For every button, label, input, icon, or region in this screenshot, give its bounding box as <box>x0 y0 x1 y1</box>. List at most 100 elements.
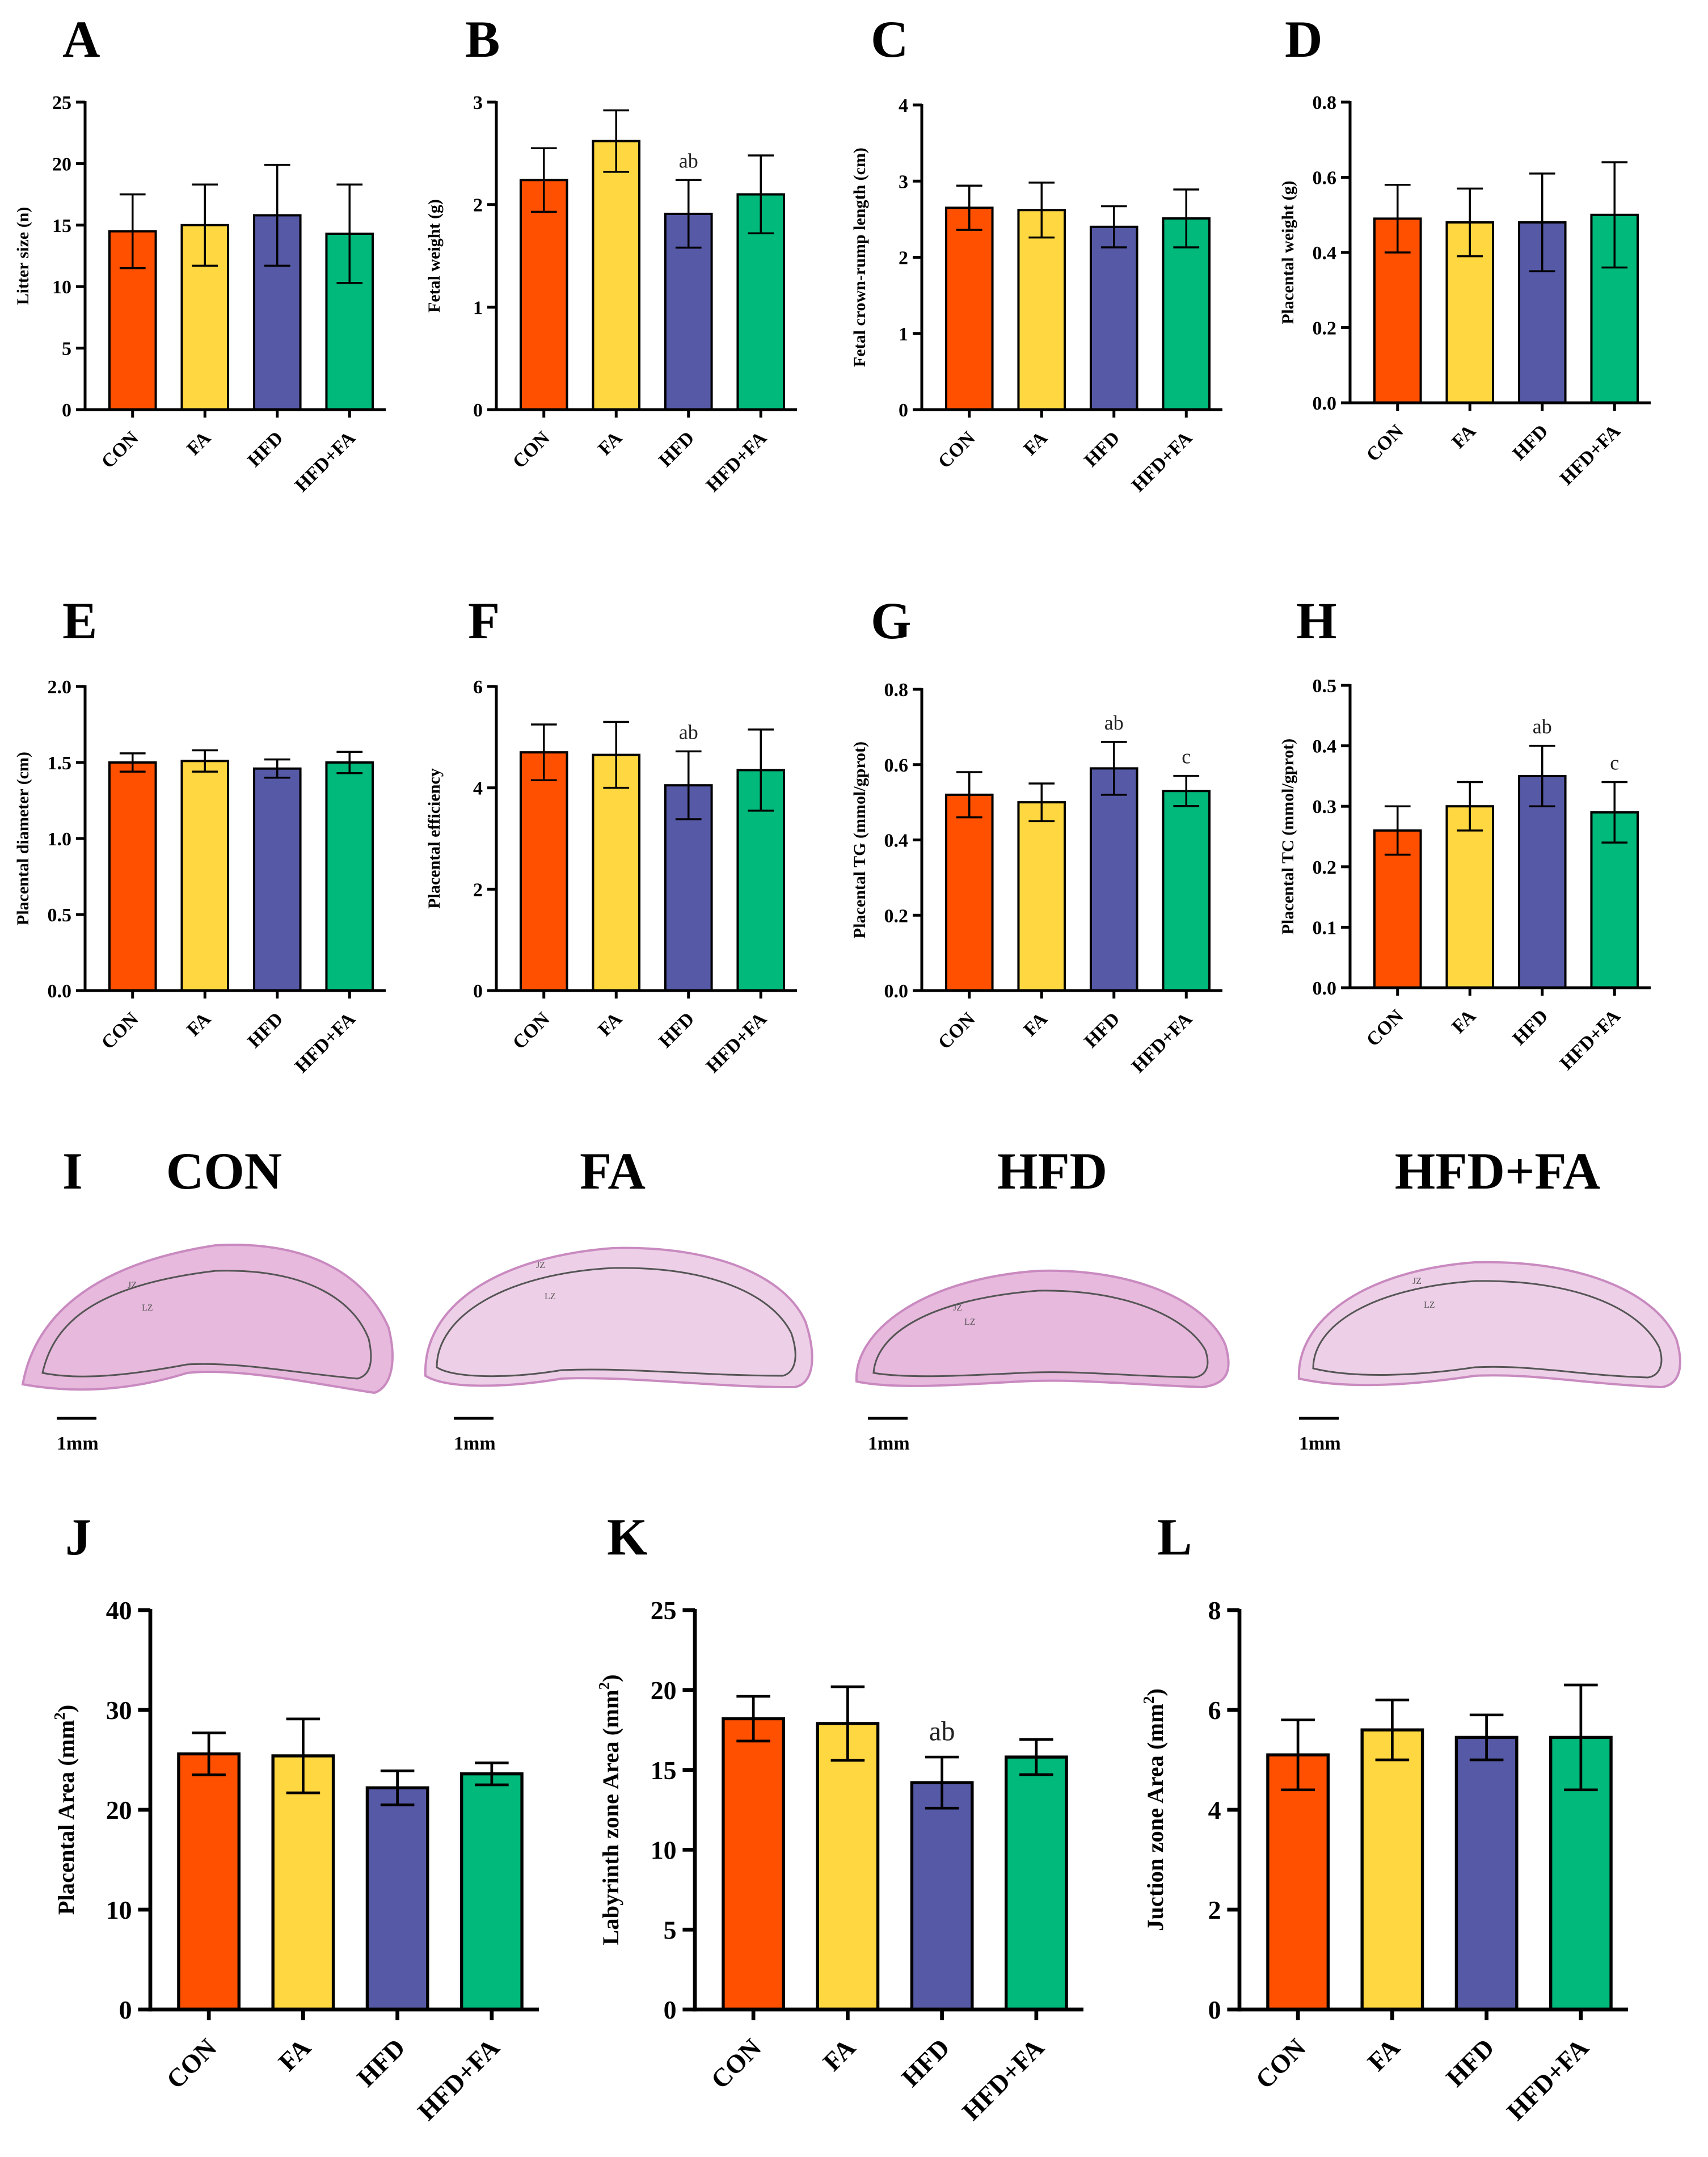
panel-letter-B: B <box>465 10 500 68</box>
y-tick-label-K-0: 0 <box>664 1995 677 2024</box>
y-axis-label-text-C: Fetal crown-rump length (cm) <box>850 148 869 367</box>
bar-G-3 <box>1162 790 1211 992</box>
histology-image-hfd-fa: JZ LZ 1mm <box>1297 1261 1681 1454</box>
y-axis-label-F: Placental efficiency <box>425 768 444 908</box>
y-tick-label-C-4: 4 <box>899 95 908 116</box>
bar-L-0 <box>1266 1753 1330 2011</box>
y-tick-label-E-4: 2.0 <box>48 677 72 698</box>
bar-L-1 <box>1360 1728 1424 2011</box>
histology-title-fa: FA <box>580 1142 646 1200</box>
significance-label-K-2: ab <box>929 1716 955 1746</box>
bar-C-0 <box>944 207 994 411</box>
y-axis-label-H: Placental TC (mmol/gprot) <box>1279 739 1297 935</box>
y-tick-label-H-4: 0.4 <box>1313 736 1337 757</box>
histology-title-hfd-fa: HFD+FA <box>1395 1142 1600 1200</box>
y-tick-label-G-2: 0.4 <box>884 831 909 852</box>
bar-E-2 <box>252 767 302 992</box>
y-axis-label-J: Placental Area (mm2) <box>51 1705 79 1915</box>
scale-bar-label-hfd-fa: 1mm <box>1299 1433 1341 1454</box>
scale-bar-label-hfd: 1mm <box>868 1433 910 1454</box>
bar-K-1 <box>816 1722 880 2011</box>
y-tick-label-H-5: 0.5 <box>1313 676 1337 697</box>
y-tick-label-F-3: 6 <box>473 677 483 698</box>
y-tick-label-A-0: 0 <box>62 400 71 421</box>
panel-letter-I: I <box>62 1142 83 1200</box>
y-tick-label-J-1: 10 <box>106 1895 132 1924</box>
bar-G-2 <box>1089 767 1138 992</box>
y-axis-label-end-K: ) <box>598 1674 623 1682</box>
significance-label-H-3: c <box>1610 752 1619 774</box>
y-axis-label-text-F: Placental efficiency <box>425 768 444 908</box>
panel-letter-F: F <box>468 592 500 650</box>
scale-bar-label-fa: 1mm <box>454 1433 496 1454</box>
y-tick-label-L-4: 8 <box>1208 1596 1221 1625</box>
panel-letter-G: G <box>871 592 912 650</box>
y-tick-label-H-1: 0.1 <box>1313 917 1337 938</box>
y-axis-label-L: Juction zone Area (mm2) <box>1140 1688 1168 1931</box>
y-axis-label-text-G: Placental TG (mmol/gprot) <box>850 742 869 938</box>
histology-image-hfd: JZ LZ 1mm <box>855 1269 1230 1454</box>
y-axis-label-text-A: Litter size (n) <box>14 207 32 305</box>
zone-label-lz-fa: LZ <box>545 1292 556 1301</box>
y-tick-label-B-2: 2 <box>473 195 483 216</box>
y-tick-label-L-1: 2 <box>1208 1895 1221 1924</box>
y-axis-label-text-L: Juction zone Area (mm <box>1142 1704 1168 1931</box>
y-tick-label-A-3: 15 <box>52 216 71 237</box>
panel-letter-L: L <box>1157 1508 1192 1566</box>
y-tick-label-D-3: 0.6 <box>1313 168 1337 189</box>
y-tick-label-G-0: 0.0 <box>884 981 909 1002</box>
y-axis-label-D: Placental weight (g) <box>1279 180 1297 324</box>
y-tick-label-K-1: 5 <box>664 1915 677 1944</box>
bar-F-1 <box>592 753 641 992</box>
y-tick-label-B-3: 3 <box>473 92 483 113</box>
y-tick-label-C-0: 0 <box>899 400 908 421</box>
y-tick-label-K-5: 25 <box>651 1596 677 1625</box>
panel-letter-D: D <box>1285 10 1322 68</box>
bar-B-0 <box>519 179 568 411</box>
y-tick-label-L-3: 6 <box>1208 1696 1221 1725</box>
y-tick-label-D-4: 0.8 <box>1313 92 1337 113</box>
y-tick-label-H-3: 0.3 <box>1313 797 1337 818</box>
y-axis-label-text-B: Fetal weight (g) <box>425 199 444 313</box>
bar-H-1 <box>1445 805 1495 989</box>
y-tick-label-B-0: 0 <box>473 400 483 421</box>
bar-G-0 <box>944 793 994 992</box>
histology-title-con: CON <box>166 1142 282 1200</box>
y-tick-label-C-3: 3 <box>899 171 908 192</box>
bar-F-0 <box>519 751 568 992</box>
y-tick-label-E-3: 1.5 <box>48 753 72 774</box>
bar-G-1 <box>1017 801 1066 992</box>
y-tick-label-A-5: 25 <box>52 92 71 113</box>
bar-E-0 <box>108 761 157 992</box>
histology-image-fa: JZ LZ 1mm <box>424 1246 813 1454</box>
bar-K-0 <box>722 1717 786 2011</box>
y-tick-label-D-1: 0.2 <box>1313 318 1337 339</box>
y-tick-label-B-1: 1 <box>473 297 483 318</box>
y-tick-label-K-3: 15 <box>651 1756 677 1785</box>
bar-E-3 <box>325 761 374 992</box>
y-tick-label-G-3: 0.6 <box>884 755 909 776</box>
y-axis-label-text-H: Placental TC (mmol/gprot) <box>1279 739 1297 935</box>
bar-B-1 <box>592 140 641 411</box>
y-axis-label-superscript-K: 2 <box>596 1682 613 1690</box>
y-tick-label-D-2: 0.4 <box>1313 243 1337 264</box>
y-axis-label-E: Placental diameter (cm) <box>14 752 32 925</box>
panel-letter-E: E <box>62 592 97 650</box>
bar-J-2 <box>365 1786 429 2011</box>
zone-label-jz-hfd: JZ <box>953 1303 962 1313</box>
y-tick-label-J-4: 40 <box>106 1596 132 1625</box>
y-axis-label-text-E: Placental diameter (cm) <box>14 752 32 925</box>
zone-label-jz-hfd-fa: JZ <box>1412 1276 1422 1286</box>
bar-K-3 <box>1004 1755 1068 2011</box>
zone-label-lz-con: LZ <box>142 1303 153 1313</box>
bar-K-2 <box>910 1781 974 2011</box>
y-tick-label-F-2: 4 <box>473 778 483 799</box>
y-axis-label-text-J: Placental Area (mm <box>53 1720 79 1915</box>
y-tick-label-C-1: 1 <box>899 324 908 345</box>
y-axis-label-text-K: Labyrinth zone Area (mm <box>598 1690 623 1945</box>
y-tick-label-J-2: 20 <box>106 1796 132 1825</box>
